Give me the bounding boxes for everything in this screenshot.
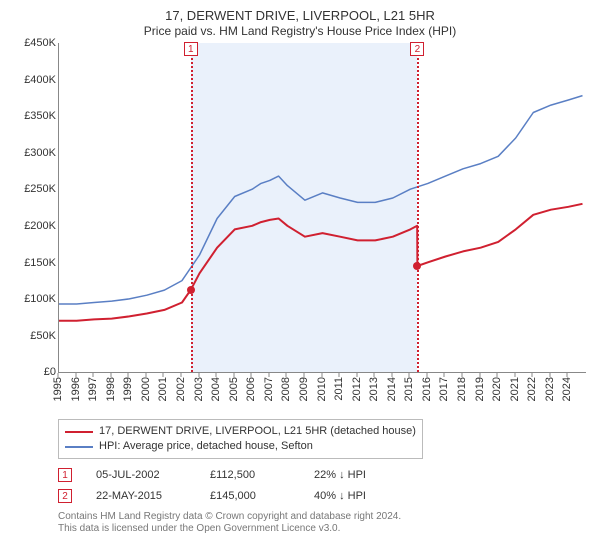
x-tick-label: 2010 bbox=[316, 377, 328, 401]
transaction-line bbox=[417, 43, 419, 372]
series-hpi bbox=[59, 96, 583, 304]
transaction-row: 1 05-JUL-2002 £112,500 22% ↓ HPI bbox=[58, 465, 588, 486]
x-tick-label: 2006 bbox=[245, 377, 257, 401]
x-tick-label: 2012 bbox=[351, 377, 363, 401]
y-tick-label: £250K bbox=[24, 183, 56, 195]
x-tick-label: 2013 bbox=[368, 377, 380, 401]
x-tick-label: 2016 bbox=[421, 377, 433, 401]
series-price_paid bbox=[59, 204, 583, 321]
transaction-date: 22-MAY-2015 bbox=[96, 486, 186, 507]
x-tick-label: 2003 bbox=[193, 377, 205, 401]
transaction-date: 05-JUL-2002 bbox=[96, 465, 186, 486]
x-tick-label: 2007 bbox=[263, 377, 275, 401]
x-tick-label: 2014 bbox=[386, 377, 398, 401]
x-tick-label: 1997 bbox=[87, 377, 99, 401]
transaction-badge: 2 bbox=[58, 489, 72, 503]
x-tick-label: 2022 bbox=[526, 377, 538, 401]
x-tick-label: 1999 bbox=[122, 377, 134, 401]
transaction-dot bbox=[413, 262, 421, 270]
x-tick-label: 2004 bbox=[210, 377, 222, 401]
transaction-dot bbox=[187, 286, 195, 294]
x-tick-label: 2001 bbox=[157, 377, 169, 401]
transaction-price: £112,500 bbox=[210, 465, 290, 486]
x-tick-label: 1996 bbox=[70, 377, 82, 401]
legend-label-price-paid: 17, DERWENT DRIVE, LIVERPOOL, L21 5HR (d… bbox=[99, 424, 416, 439]
transaction-marker-badge: 2 bbox=[410, 42, 424, 56]
transaction-table: 1 05-JUL-2002 £112,500 22% ↓ HPI 2 22-MA… bbox=[58, 465, 588, 507]
transaction-row: 2 22-MAY-2015 £145,000 40% ↓ HPI bbox=[58, 486, 588, 507]
footnote-line: This data is licensed under the Open Gov… bbox=[58, 523, 588, 536]
legend-item-price-paid: 17, DERWENT DRIVE, LIVERPOOL, L21 5HR (d… bbox=[65, 424, 416, 439]
x-tick-label: 2002 bbox=[175, 377, 187, 401]
x-tick-label: 2009 bbox=[298, 377, 310, 401]
transaction-line bbox=[191, 43, 193, 372]
swatch-hpi bbox=[65, 446, 93, 448]
y-tick-label: £150K bbox=[24, 257, 56, 269]
x-tick-label: 2011 bbox=[333, 377, 345, 401]
x-axis: 1995199619971998199920002001200220032004… bbox=[58, 373, 586, 413]
y-tick-label: £100K bbox=[24, 293, 56, 305]
x-tick-label: 2000 bbox=[140, 377, 152, 401]
transaction-badge: 1 bbox=[58, 468, 72, 482]
footnote-line: Contains HM Land Registry data © Crown c… bbox=[58, 511, 588, 524]
transaction-delta: 22% ↓ HPI bbox=[314, 465, 434, 486]
x-tick-label: 1995 bbox=[52, 377, 64, 401]
legend-label-hpi: HPI: Average price, detached house, Seft… bbox=[99, 439, 313, 454]
chart-lines bbox=[59, 43, 586, 372]
x-tick-label: 2005 bbox=[228, 377, 240, 401]
transaction-price: £145,000 bbox=[210, 486, 290, 507]
swatch-price-paid bbox=[65, 431, 93, 433]
x-tick-label: 2024 bbox=[561, 377, 573, 401]
legend: 17, DERWENT DRIVE, LIVERPOOL, L21 5HR (d… bbox=[58, 419, 423, 459]
x-tick-label: 2020 bbox=[491, 377, 503, 401]
x-tick-label: 2023 bbox=[544, 377, 556, 401]
y-tick-label: £450K bbox=[24, 37, 56, 49]
x-tick-label: 2021 bbox=[509, 377, 521, 401]
y-tick-label: £300K bbox=[24, 147, 56, 159]
legend-item-hpi: HPI: Average price, detached house, Seft… bbox=[65, 439, 416, 454]
y-axis: £0£50K£100K£150K£200K£250K£300K£350K£400… bbox=[12, 43, 58, 373]
x-tick-label: 2018 bbox=[456, 377, 468, 401]
x-tick-label: 2019 bbox=[474, 377, 486, 401]
y-tick-label: £400K bbox=[24, 74, 56, 86]
x-tick-label: 2017 bbox=[438, 377, 450, 401]
y-tick-label: £50K bbox=[30, 330, 56, 342]
footnote: Contains HM Land Registry data © Crown c… bbox=[58, 511, 588, 536]
page-title: 17, DERWENT DRIVE, LIVERPOOL, L21 5HR bbox=[12, 8, 588, 24]
x-tick-label: 1998 bbox=[105, 377, 117, 401]
y-tick-label: £200K bbox=[24, 220, 56, 232]
plot-area: 12 bbox=[58, 43, 586, 373]
x-tick-label: 2008 bbox=[280, 377, 292, 401]
page-subtitle: Price paid vs. HM Land Registry's House … bbox=[12, 24, 588, 39]
chart: £0£50K£100K£150K£200K£250K£300K£350K£400… bbox=[12, 43, 588, 413]
transaction-marker-badge: 1 bbox=[184, 42, 198, 56]
y-tick-label: £350K bbox=[24, 110, 56, 122]
x-tick-label: 2015 bbox=[403, 377, 415, 401]
transaction-delta: 40% ↓ HPI bbox=[314, 486, 434, 507]
